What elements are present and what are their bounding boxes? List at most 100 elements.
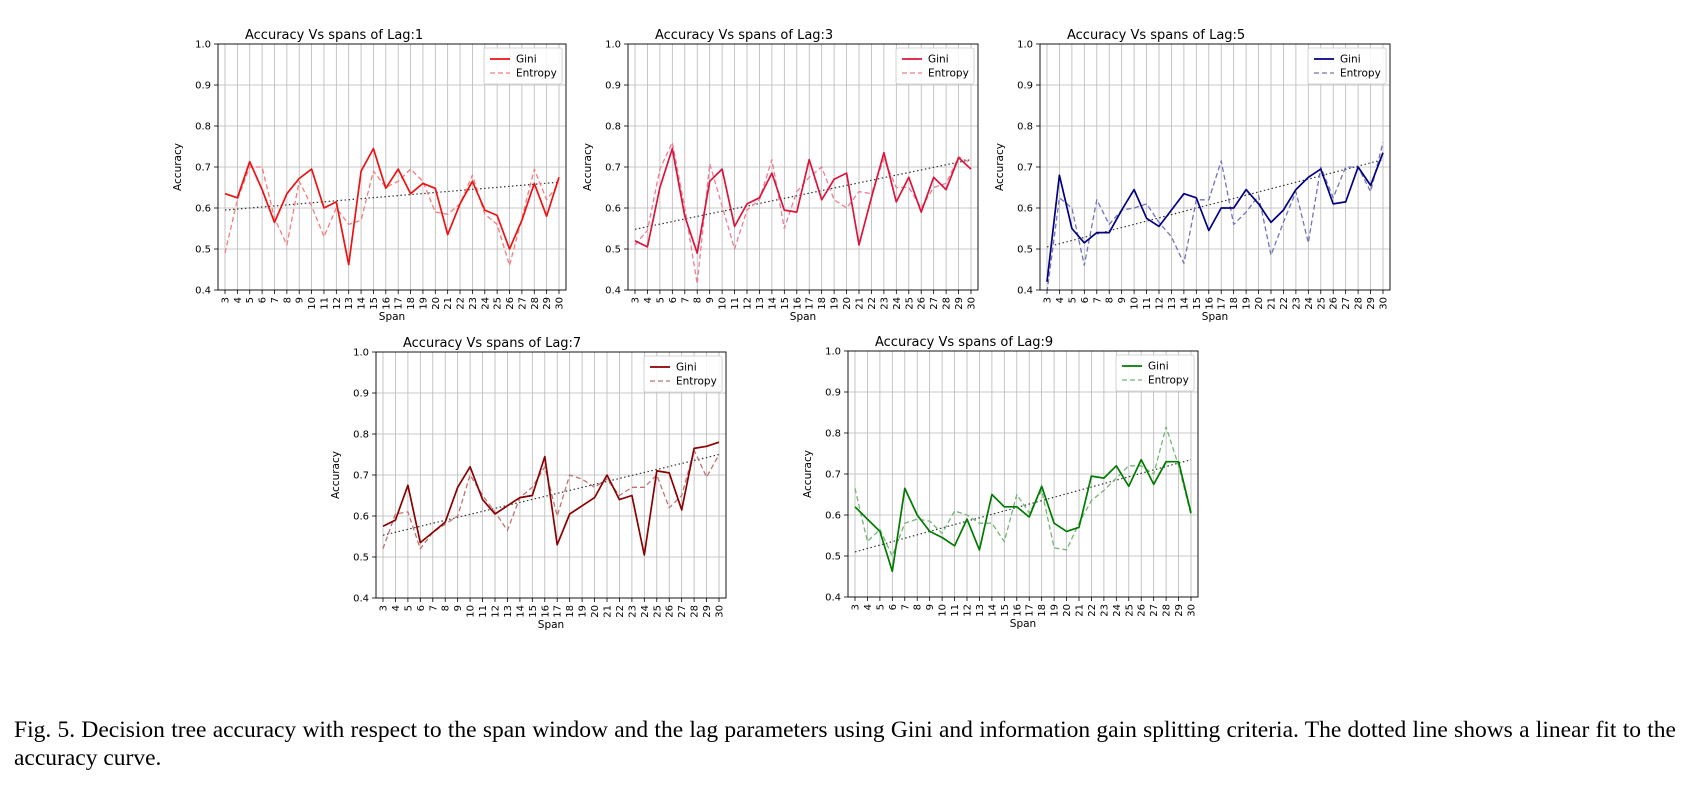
- x-tick-label: 23: [627, 605, 638, 618]
- x-tick-label: 6: [258, 297, 269, 303]
- figure: 0.40.50.60.70.80.91.03 4 5 6 7 8 9 10 11 12 13 14 15…: [172, 28, 1391, 631]
- x-tick-label: 8: [913, 604, 924, 610]
- x-tick-label: 12: [332, 297, 343, 310]
- x-tick-label: 17: [394, 297, 405, 310]
- y-tick-label: 0.9: [1017, 81, 1033, 92]
- x-tick-label: 3: [851, 604, 862, 610]
- x-tick-label: 26: [1329, 297, 1340, 310]
- y-tick-label: 0.4: [1017, 286, 1033, 297]
- x-tick-label: 16: [381, 297, 392, 310]
- x-tick-label: 5: [403, 605, 414, 611]
- legend-label-gini: Gini: [1148, 361, 1169, 373]
- x-tick-label: 30: [555, 297, 566, 310]
- x-tick-label: 19: [830, 297, 841, 310]
- x-axis-label: Span: [538, 619, 564, 631]
- x-tick-label: 27: [929, 297, 940, 310]
- x-tick-label: 25: [1124, 604, 1135, 617]
- y-tick-label: 0.5: [195, 245, 211, 256]
- x-tick-label: 12: [743, 297, 754, 310]
- x-tick-label: 9: [925, 604, 936, 610]
- x-tick-label: 23: [1291, 297, 1302, 310]
- x-tick-label: 27: [1341, 297, 1352, 310]
- x-tick-label: 29: [1174, 604, 1185, 617]
- x-tick-label: 20: [842, 297, 853, 310]
- x-tick-label: 26: [1137, 604, 1148, 617]
- legend-label-gini: Gini: [1340, 54, 1361, 66]
- x-tick-label: 4: [1055, 297, 1066, 303]
- y-tick-label: 0.7: [353, 471, 369, 482]
- x-tick-label: 29: [1366, 297, 1377, 310]
- x-tick-label: 21: [443, 297, 454, 310]
- x-tick-label: 6: [416, 605, 427, 611]
- linear-fit-line: [1046, 159, 1384, 248]
- x-tick-label: 13: [755, 297, 766, 310]
- x-tick-label: 30: [967, 297, 978, 310]
- legend: Gini Entropy: [483, 47, 563, 85]
- x-tick-label: 22: [456, 297, 467, 310]
- x-tick-label: 25: [904, 297, 915, 310]
- x-tick-label: 16: [1204, 297, 1215, 310]
- legend-label-entropy: Entropy: [928, 68, 969, 80]
- legend-box: [1307, 47, 1387, 85]
- x-tick-label: 22: [1279, 297, 1290, 310]
- x-tick-label: 27: [677, 605, 688, 618]
- chart-3: 0.4 0.5 0.6 0.7 0.8 0.9 1.0 3 4 5 6 7 8 9 10 11 12 13 14 15…: [994, 28, 1391, 323]
- x-tick-label: 28: [530, 297, 541, 310]
- x-tick-label: 24: [1112, 604, 1123, 617]
- y-tick-label: 0.4: [605, 286, 621, 297]
- x-tick-label: 4: [233, 297, 244, 303]
- y-tick-label: 0.5: [1017, 245, 1033, 256]
- plot-frame: [217, 43, 567, 291]
- x-tick-label: 17: [553, 605, 564, 618]
- x-tick-label: 16: [1012, 604, 1023, 617]
- series-line-gini: [224, 147, 560, 266]
- legend: Gini Entropy: [1115, 354, 1195, 392]
- y-tick-label: 0.7: [825, 470, 841, 481]
- x-tick-label: 7: [1092, 297, 1103, 303]
- series-line-gini: [382, 441, 720, 556]
- x-tick-label: 3: [1043, 297, 1054, 303]
- chart-title: Accuracy Vs spans of Lag:7: [403, 336, 581, 351]
- x-tick-label: 28: [1354, 297, 1365, 310]
- linear-fit-line: [854, 459, 1192, 553]
- legend-label-gini: Gini: [516, 54, 537, 66]
- y-tick-label: 0.8: [353, 430, 369, 441]
- x-tick-label: 22: [867, 297, 878, 310]
- y-tick-label: 1.0: [825, 347, 841, 358]
- y-tick-label: 0.5: [605, 245, 621, 256]
- y-axis-label: Accuracy: [802, 450, 814, 498]
- y-axis-label: Accuracy: [172, 143, 184, 191]
- x-tick-label: 13: [503, 605, 514, 618]
- x-tick-label: 12: [491, 605, 502, 618]
- x-tick-label: 24: [640, 605, 651, 618]
- legend-label-entropy: Entropy: [1340, 68, 1381, 80]
- x-tick-label: 15: [528, 605, 539, 618]
- x-tick-label: 3: [221, 297, 232, 303]
- x-tick-label: 10: [1130, 297, 1141, 310]
- x-tick-label: 26: [917, 297, 928, 310]
- plot-frame: [627, 43, 979, 291]
- legend: Gini Entropy: [643, 355, 723, 393]
- x-tick-label: 15: [1000, 604, 1011, 617]
- x-tick-label: 22: [1087, 604, 1098, 617]
- y-tick-label: 0.8: [1017, 122, 1033, 133]
- y-tick-label: 0.7: [605, 163, 621, 174]
- y-tick-label: 0.9: [353, 389, 369, 400]
- x-tick-label: 14: [515, 605, 526, 618]
- legend-box: [483, 47, 563, 85]
- x-tick-label: 11: [478, 605, 489, 618]
- x-tick-label: 6: [888, 604, 899, 610]
- x-tick-label: 7: [900, 604, 911, 610]
- x-tick-label: 13: [1167, 297, 1178, 310]
- x-tick-label: 11: [1142, 297, 1153, 310]
- legend-box: [1115, 354, 1195, 392]
- x-tick-label: 8: [441, 605, 452, 611]
- plot-frame: [375, 351, 727, 599]
- y-axis-label: Accuracy: [994, 143, 1006, 191]
- x-tick-label: 21: [1267, 297, 1278, 310]
- x-tick-label: 19: [418, 297, 429, 310]
- x-tick-label: 28: [942, 297, 953, 310]
- x-tick-label: 23: [1099, 604, 1110, 617]
- chart-5: 0.4 0.5 0.6 0.7 0.8 0.9 1.0 3 4 5 6 7 8 9 10 11 12 13 14 15…: [802, 335, 1199, 630]
- linear-fit-line: [634, 159, 972, 230]
